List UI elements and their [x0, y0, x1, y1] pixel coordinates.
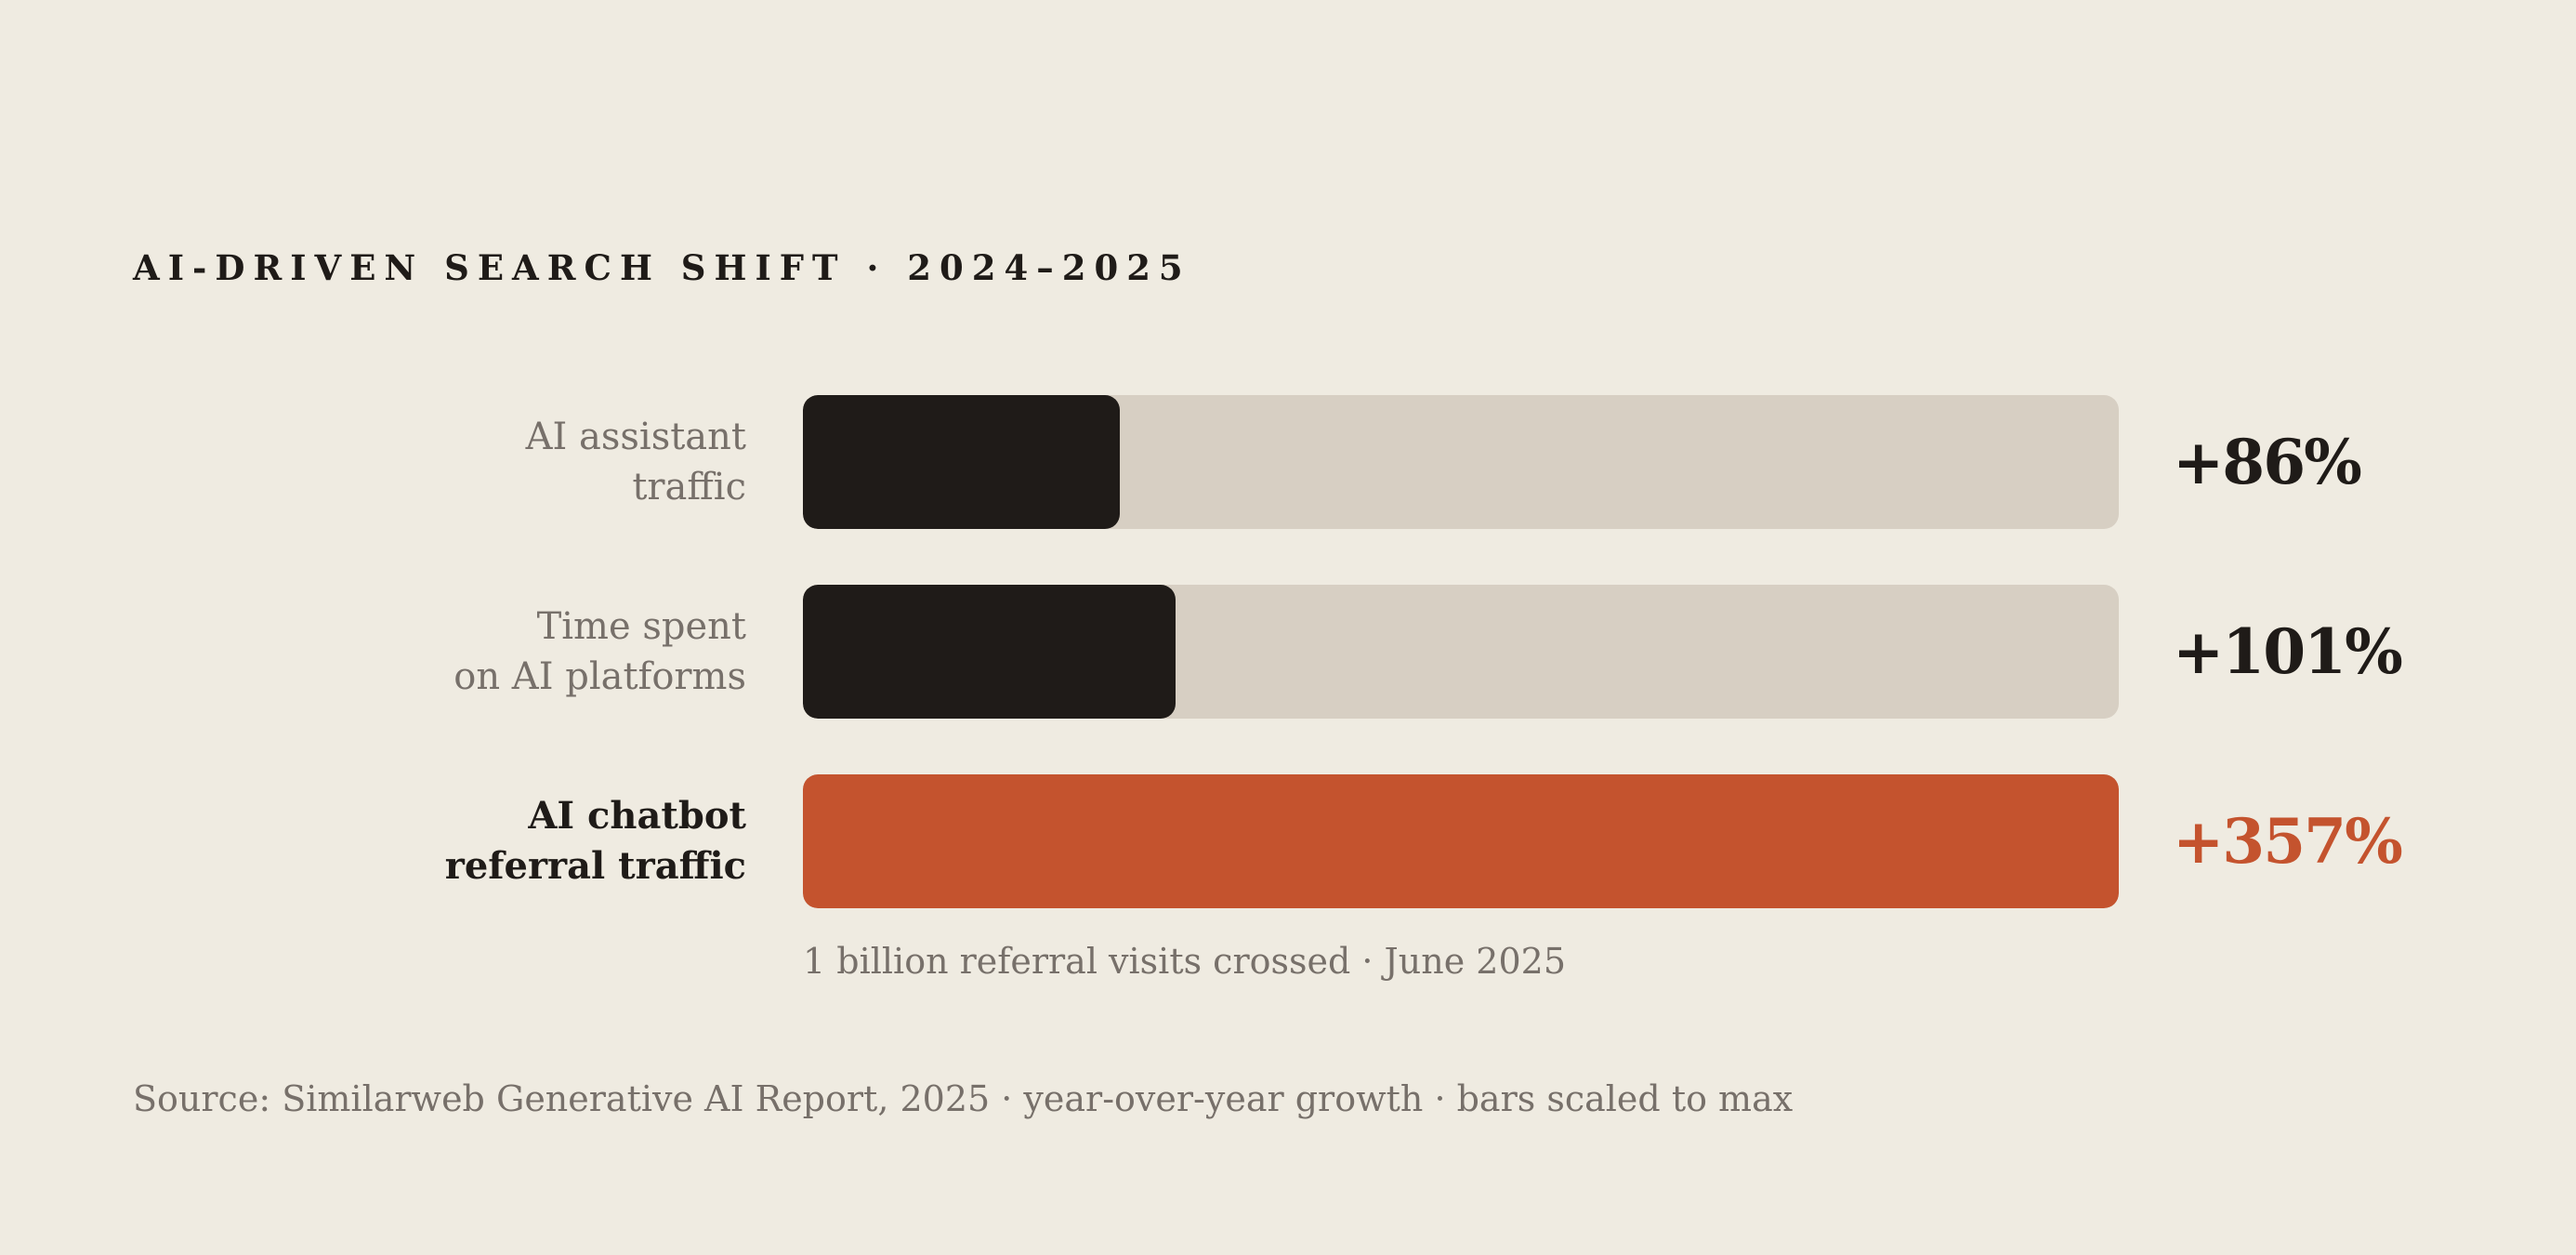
- bar: [803, 585, 1176, 719]
- bar: [803, 395, 1120, 529]
- bar-row-ai-chatbot-referral-traffic: AI chatbot referral traffic +357%: [0, 774, 2576, 908]
- bar: [803, 774, 2119, 908]
- bar-track: [803, 774, 2119, 908]
- chart-title: AI-DRIVEN SEARCH SHIFT · 2024–2025: [133, 247, 1191, 288]
- bar-label-line: AI assistant: [525, 416, 746, 458]
- bar-label-line: on AI platforms: [453, 655, 746, 698]
- bar-row-time-spent: Time spent on AI platforms +101%: [0, 585, 2576, 719]
- bar-track: [803, 585, 2119, 719]
- chart-annotation: 1 billion referral visits crossed · June…: [803, 941, 1567, 982]
- bar-label-line: Time spent: [536, 605, 746, 648]
- bar-label: AI chatbot referral traffic: [445, 774, 746, 908]
- bar-label-line: traffic: [632, 466, 746, 509]
- bar-label-line: referral traffic: [444, 844, 746, 888]
- bar-value-label: +86%: [2173, 426, 2362, 498]
- bar-value-label: +101%: [2173, 615, 2403, 688]
- bar-value-label: +357%: [2173, 805, 2403, 878]
- bar-row-ai-assistant-traffic: AI assistant traffic +86%: [0, 395, 2576, 529]
- bar-label: Time spent on AI platforms: [453, 585, 746, 719]
- bar-label: AI assistant traffic: [526, 395, 746, 529]
- bar-label-line: AI chatbot: [528, 794, 746, 838]
- bar-track: [803, 395, 2119, 529]
- source-note: Source: Similarweb Generative AI Report,…: [133, 1078, 1794, 1119]
